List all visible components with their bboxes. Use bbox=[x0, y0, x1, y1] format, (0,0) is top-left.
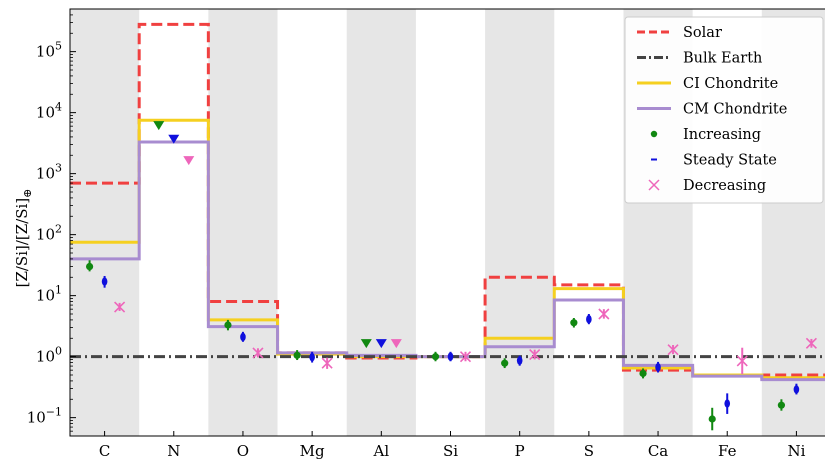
y-tick-label: 100 bbox=[36, 345, 62, 366]
point-decreasing-Al bbox=[390, 339, 402, 349]
point-decreasing-P bbox=[529, 349, 541, 361]
y-axis-label: [Z/Si]/[Z/Si]⊕ bbox=[13, 189, 34, 288]
point-steady-state-Ca bbox=[655, 363, 661, 372]
y-tick-label: 103 bbox=[36, 162, 62, 183]
x-tick-label-Ni: Ni bbox=[787, 442, 805, 460]
points-decreasing bbox=[114, 156, 817, 374]
y-axis-label-sub: ⊕ bbox=[21, 189, 34, 198]
points-steady-state bbox=[101, 134, 800, 414]
point-decreasing-N bbox=[183, 156, 195, 166]
band-P bbox=[485, 9, 555, 436]
point-steady-state-P bbox=[516, 356, 523, 365]
x-tick-label-C: C bbox=[99, 442, 110, 460]
band-C bbox=[70, 9, 140, 436]
point-steady-state-Ni bbox=[793, 385, 800, 394]
point-steady-state-N bbox=[168, 134, 180, 144]
point-decreasing-C bbox=[114, 301, 126, 313]
point-steady-state-Mg bbox=[309, 352, 315, 362]
point-increasing-Fe bbox=[708, 415, 716, 423]
point-increasing-O bbox=[224, 321, 232, 329]
point-increasing-Al bbox=[360, 339, 372, 349]
point-decreasing-Ca bbox=[667, 344, 679, 356]
legend-increasing-swatch bbox=[650, 130, 658, 138]
point-decreasing-Ni bbox=[805, 337, 817, 349]
point-series-group bbox=[85, 121, 817, 431]
legend-decreasing-swatch bbox=[648, 179, 660, 191]
point-steady-state-O bbox=[240, 332, 246, 342]
point-increasing-P bbox=[501, 359, 509, 367]
legend-steady-state-label: Steady State bbox=[683, 153, 777, 169]
y-axis-label-main: [Z/Si]/[Z/Si] bbox=[13, 198, 31, 288]
point-steady-state-Al bbox=[375, 339, 387, 349]
y-tick-label: 104 bbox=[36, 101, 62, 122]
point-decreasing-S bbox=[598, 308, 610, 320]
y-axis: 10−1 100 101 102 103 104 105 bbox=[27, 8, 76, 437]
x-axis: C N O Mg Al Si P S Ca Fe Ni bbox=[99, 431, 806, 460]
legend-cm-chondrite-label: CM Chondrite bbox=[683, 102, 787, 118]
x-tick-label-Al: Al bbox=[372, 442, 389, 460]
x-tick-label-Ca: Ca bbox=[648, 442, 668, 460]
point-increasing-Ni bbox=[777, 401, 786, 409]
point-increasing-S bbox=[570, 319, 578, 327]
point-increasing-Ca bbox=[639, 369, 647, 378]
point-decreasing-Mg bbox=[321, 357, 333, 369]
legend-box bbox=[624, 16, 824, 204]
point-increasing-N bbox=[153, 121, 165, 131]
x-tick-label-Fe: Fe bbox=[718, 442, 737, 460]
point-steady-state-Fe bbox=[724, 399, 731, 408]
point-decreasing-Fe bbox=[736, 355, 748, 367]
point-steady-state-Si bbox=[447, 352, 454, 361]
legend-solar-label: Solar bbox=[683, 25, 722, 41]
legend: Solar Bulk Earth CI Chondrite CM Chondrite I… bbox=[624, 16, 824, 204]
point-steady-state-C bbox=[101, 277, 108, 286]
x-tick-label-Si: Si bbox=[443, 442, 458, 460]
band-O bbox=[208, 9, 278, 436]
point-decreasing-O bbox=[252, 347, 264, 359]
legend-ci-chondrite-label: CI Chondrite bbox=[683, 76, 778, 92]
point-increasing-Si bbox=[431, 353, 440, 361]
legend-increasing-label: Increasing bbox=[683, 127, 761, 143]
points-increasing bbox=[85, 121, 786, 431]
x-tick-label-N: N bbox=[167, 442, 180, 460]
point-steady-state-S bbox=[586, 315, 592, 324]
y-tick-label: 105 bbox=[36, 40, 62, 61]
x-tick-label-Mg: Mg bbox=[300, 442, 325, 460]
y-tick-label: 10−1 bbox=[27, 406, 62, 427]
point-decreasing-Si bbox=[459, 351, 472, 363]
x-tick-label-P: P bbox=[515, 442, 525, 460]
y-tick-label: 102 bbox=[36, 223, 62, 244]
x-tick-label-S: S bbox=[584, 442, 594, 460]
point-increasing-C bbox=[85, 262, 94, 271]
legend-bulk-earth-label: Bulk Earth bbox=[683, 51, 762, 67]
band-Al bbox=[346, 9, 416, 436]
x-tick-label-O: O bbox=[237, 442, 249, 460]
legend-decreasing-label: Decreasing bbox=[683, 178, 766, 194]
y-tick-label: 101 bbox=[36, 284, 62, 305]
point-increasing-Mg bbox=[293, 351, 301, 359]
